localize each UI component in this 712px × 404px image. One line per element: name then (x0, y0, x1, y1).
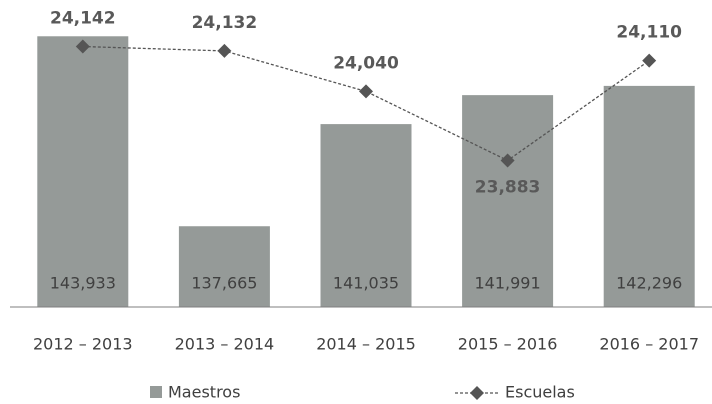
x-tick-label: 2014 – 2015 (316, 335, 416, 354)
line-value-label: 24,132 (192, 13, 258, 33)
x-tick-label: 2012 – 2013 (33, 335, 133, 354)
bar (462, 95, 554, 307)
line-marker (359, 84, 373, 99)
line-marker (500, 153, 515, 168)
bar-value-label: 137,665 (191, 274, 257, 293)
legend-swatch (150, 386, 162, 398)
line-marker (75, 39, 90, 54)
bar-value-label: 141,035 (333, 274, 399, 293)
legend-label: Maestros (168, 383, 240, 402)
x-tick-label: 2015 – 2016 (458, 335, 558, 354)
bar (37, 36, 129, 307)
x-tick-label: 2013 – 2014 (175, 335, 275, 354)
bar-value-label: 142,296 (616, 274, 682, 293)
x-tick-label: 2016 – 2017 (599, 335, 699, 354)
bar (320, 124, 412, 307)
legend-marker (470, 386, 484, 400)
line-value-label: 24,040 (333, 53, 399, 73)
line-marker (642, 53, 657, 68)
bar (178, 226, 270, 307)
line-value-label: 23,883 (475, 177, 541, 197)
line-value-label: 24,110 (616, 23, 682, 43)
bar-value-label: 141,991 (475, 274, 541, 293)
bar (603, 85, 695, 307)
bar-value-label: 143,933 (50, 274, 116, 293)
legend-label: Escuelas (505, 383, 575, 402)
line-value-label: 24,142 (50, 9, 116, 29)
line-marker (217, 43, 232, 58)
